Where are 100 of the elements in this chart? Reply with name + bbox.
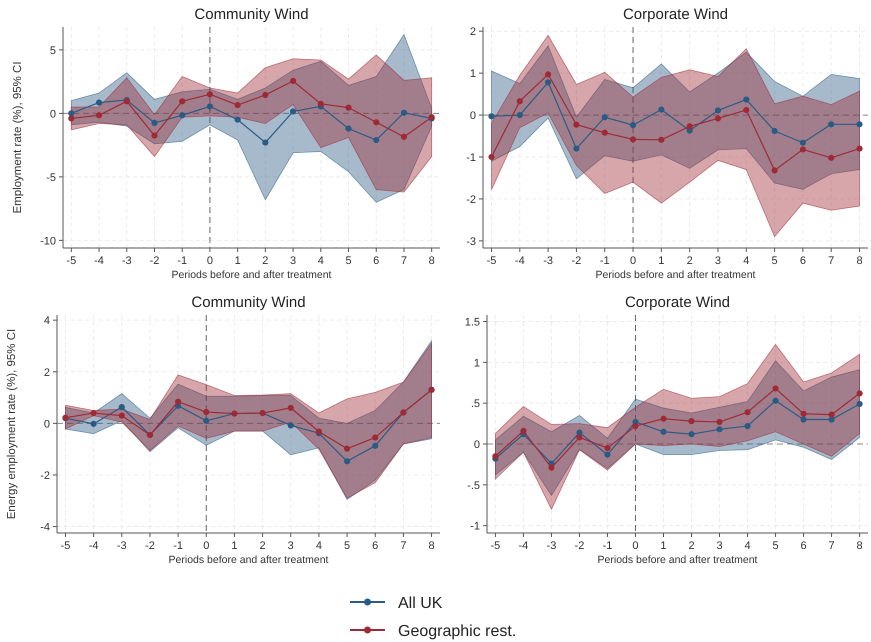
- point: [828, 412, 835, 418]
- point: [828, 154, 834, 161]
- point: [400, 134, 408, 140]
- x-tick-label: 4: [318, 255, 324, 267]
- x-axis-title: Periods before and after treatment: [172, 269, 332, 281]
- point: [206, 91, 214, 98]
- point: [372, 434, 378, 441]
- point: [288, 404, 294, 411]
- y-tick-label: -.5: [467, 480, 480, 492]
- point: [118, 412, 125, 419]
- x-tick-label: 4: [744, 540, 751, 552]
- x-tick-label: -5: [66, 255, 76, 267]
- point: [800, 146, 806, 153]
- x-tick-label: 3: [288, 540, 294, 552]
- point: [604, 452, 611, 458]
- x-tick-label: -1: [173, 540, 183, 552]
- x-tick-label: -4: [88, 540, 98, 552]
- x-tick-label: -2: [572, 255, 582, 267]
- x-tick-label: -5: [486, 255, 496, 267]
- x-tick-label: 7: [828, 255, 834, 267]
- x-tick-label: -1: [177, 255, 188, 267]
- point: [688, 431, 695, 438]
- point: [744, 409, 751, 416]
- x-tick-label: 2: [686, 255, 693, 267]
- x-tick-label: 7: [828, 540, 835, 552]
- point: [630, 136, 636, 142]
- y-axis-title: Employment rate (%), 95% CI: [12, 61, 24, 214]
- point: [714, 107, 722, 114]
- y-axis-title: Energy employment rate (%), 95% CI: [6, 328, 18, 520]
- point: [545, 79, 552, 86]
- point: [262, 139, 268, 146]
- point: [262, 92, 268, 98]
- x-tick-label: 6: [800, 540, 807, 552]
- point: [400, 110, 408, 116]
- chart-title: Community Wind: [191, 294, 306, 311]
- point: [68, 115, 74, 122]
- x-tick-label: -4: [514, 255, 525, 267]
- x-tick-label: 8: [428, 255, 435, 267]
- y-tick-label: 4: [44, 315, 50, 328]
- point: [771, 167, 778, 174]
- point: [234, 102, 241, 108]
- point: [660, 428, 667, 435]
- point: [743, 106, 750, 114]
- point: [345, 104, 352, 111]
- y-tick-label: -1: [470, 520, 480, 533]
- point: [151, 120, 158, 126]
- x-tick-label: 7: [400, 255, 408, 267]
- x-tick-label: 7: [400, 540, 406, 552]
- point: [800, 410, 807, 417]
- point: [828, 121, 834, 128]
- x-tick-label: 8: [856, 540, 863, 552]
- x-tick-label: -1: [600, 255, 610, 267]
- chart-title: Community Wind: [194, 6, 309, 23]
- point: [630, 122, 636, 128]
- point: [290, 78, 296, 84]
- point: [492, 453, 498, 460]
- x-tick-label: -5: [60, 540, 70, 552]
- point: [118, 404, 125, 410]
- point: [373, 136, 380, 144]
- point: [372, 442, 378, 449]
- chart-title: Corporate Wind: [622, 6, 728, 23]
- point: [602, 114, 608, 120]
- point: [344, 446, 350, 452]
- point: [203, 408, 210, 416]
- x-axis-title: Periods before and after treatment: [598, 554, 758, 566]
- x-tick-label: 8: [856, 255, 863, 267]
- point: [800, 416, 807, 423]
- point: [290, 108, 296, 115]
- x-tick-label: -2: [574, 540, 584, 552]
- x-tick-label: 1: [658, 255, 664, 267]
- point: [688, 418, 695, 424]
- point: [520, 428, 527, 434]
- point: [573, 146, 580, 152]
- x-tick-label: -1: [602, 540, 612, 552]
- x-tick-label: 0: [203, 540, 210, 552]
- x-tick-label: 1: [234, 255, 241, 267]
- x-tick-label: 5: [344, 540, 350, 552]
- y-tick-label: -5: [46, 172, 56, 184]
- point: [96, 99, 102, 106]
- point: [744, 422, 751, 430]
- point: [573, 122, 580, 128]
- point: [716, 418, 723, 426]
- point: [686, 123, 693, 130]
- y-tick-label: -1: [466, 152, 476, 164]
- point: [179, 112, 186, 118]
- point: [660, 416, 667, 422]
- x-tick-label: 5: [772, 255, 778, 267]
- x-tick-label: -2: [150, 255, 160, 267]
- point: [516, 98, 523, 104]
- point: [488, 113, 495, 120]
- point: [488, 154, 495, 160]
- x-tick-label: 3: [716, 540, 723, 552]
- point: [344, 458, 350, 464]
- y-tick-label: 0: [50, 108, 56, 120]
- point: [658, 136, 664, 143]
- x-tick-label: -3: [543, 255, 553, 267]
- point: [602, 130, 608, 136]
- y-tick-label: -3: [466, 236, 476, 248]
- x-tick-label: -2: [145, 540, 155, 552]
- y-tick-label: -4: [40, 522, 50, 534]
